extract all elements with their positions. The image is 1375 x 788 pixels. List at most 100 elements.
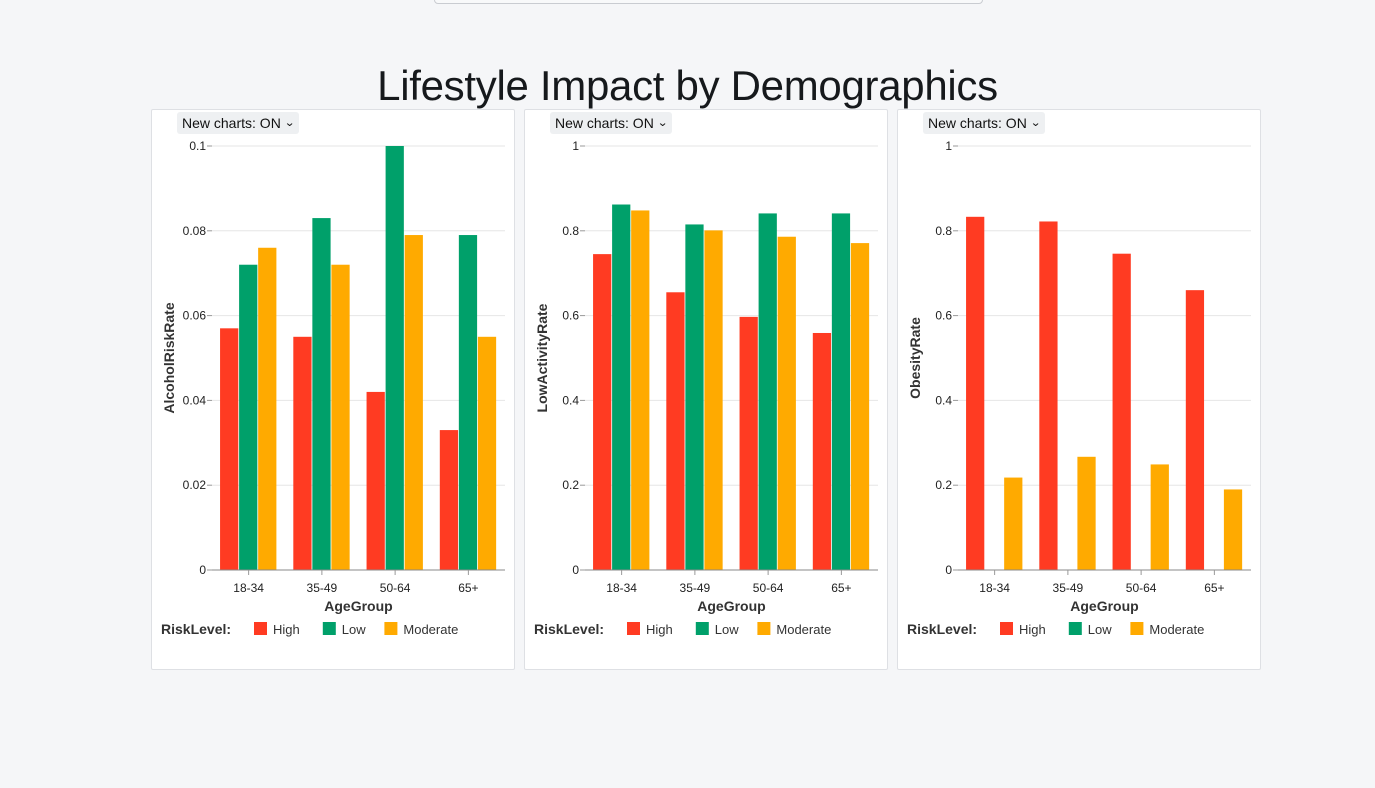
- y-tick-label: 0.2: [562, 478, 579, 492]
- bar-moderate-18-34: [631, 210, 650, 570]
- bar-moderate-65+: [477, 336, 497, 570]
- bar-low-50-64: [385, 146, 404, 570]
- bar-low-65+: [831, 213, 851, 570]
- x-tick-label: 35-49: [307, 581, 338, 595]
- x-tick-label: 35-49: [1053, 581, 1084, 595]
- legend-title: RiskLevel:: [907, 621, 977, 637]
- legend-label-moderate: Moderate: [403, 622, 458, 637]
- x-tick-label: 65+: [458, 581, 478, 595]
- y-tick-label: 0.8: [562, 224, 579, 238]
- legend-label-moderate: Moderate: [1149, 622, 1204, 637]
- y-tick-label: 0.2: [935, 478, 952, 492]
- bar-moderate-65+: [1223, 489, 1243, 570]
- x-axis-title: AgeGroup: [1070, 598, 1138, 614]
- y-tick-label: 0: [945, 563, 952, 577]
- bar-high-65+: [812, 332, 832, 570]
- x-axis-title: AgeGroup: [697, 598, 765, 614]
- legend-swatch-high: [627, 622, 640, 635]
- y-tick-label: 0.1: [189, 139, 206, 153]
- bar-high-65+: [439, 430, 459, 570]
- bar-moderate-18-34: [1004, 477, 1023, 570]
- new-charts-toggle[interactable]: New charts: ON ⌄: [923, 112, 1046, 134]
- y-tick-label: 0.4: [562, 393, 579, 407]
- legend-label-high: High: [1019, 622, 1046, 637]
- y-tick-label: 0.6: [935, 309, 952, 323]
- legend-label-low: Low: [1088, 622, 1112, 637]
- bar-moderate-35-49: [704, 230, 723, 570]
- bar-high-18-34: [220, 328, 239, 570]
- legend-swatch-low: [1068, 622, 1082, 635]
- top-input-field[interactable]: [434, 0, 983, 4]
- bar-low-18-34: [239, 264, 258, 570]
- y-tick-label: 1: [572, 139, 579, 153]
- bar-high-65+: [1185, 290, 1205, 570]
- bar-low-35-49: [312, 218, 331, 570]
- bar-high-35-49: [1039, 221, 1058, 571]
- chart-svg-obesity: 0 0.2 0.4 0.6 0.8 1 18-34 35-49 50-64 65+ AgeGroup…: [907, 139, 1251, 637]
- bar-moderate-35-49: [1077, 456, 1096, 570]
- bar-moderate-50-64: [404, 235, 423, 570]
- legend-title: RiskLevel:: [534, 621, 604, 637]
- toggle-label: New charts: ON: [182, 115, 281, 131]
- bar-high-18-34: [966, 216, 985, 571]
- chevron-down-icon: ⌄: [656, 117, 668, 129]
- y-tick-label: 0.8: [935, 224, 952, 238]
- bar-low-18-34: [612, 204, 631, 570]
- y-tick-label: 0.04: [183, 393, 207, 407]
- chart-panel-alcohol: New charts: ON ⌄ 0 0.02 0.04 0.06 0.08 0.1 18-…: [151, 109, 515, 670]
- y-tick-label: 0.08: [183, 224, 207, 238]
- legend-swatch-high: [254, 622, 267, 635]
- legend-label-high: High: [273, 622, 300, 637]
- y-tick-label: 0: [199, 563, 206, 577]
- legend-label-low: Low: [715, 622, 739, 637]
- bar-moderate-35-49: [331, 264, 350, 570]
- y-tick-label: 0.6: [562, 309, 579, 323]
- bar-moderate-50-64: [777, 236, 796, 570]
- x-tick-label: 65+: [1204, 581, 1224, 595]
- x-tick-label: 18-34: [606, 581, 637, 595]
- x-tick-label: 50-64: [1126, 581, 1157, 595]
- bar-high-18-34: [593, 254, 612, 570]
- x-tick-label: 18-34: [979, 581, 1010, 595]
- chart-svg-alcohol: 0 0.02 0.04 0.06 0.08 0.1 18-34 35-49 50-64 65+ Ag…: [161, 139, 505, 637]
- x-axis-title: AgeGroup: [324, 598, 392, 614]
- chart-panel-low-activity: New charts: ON ⌄ 0 0.2 0.4 0.6 0.8 1 18-34 35-4…: [524, 109, 888, 670]
- bar-low-35-49: [685, 224, 704, 570]
- y-tick-label: 0.06: [183, 309, 207, 323]
- legend-swatch-moderate: [1130, 622, 1144, 635]
- y-axis-title: AlcoholRiskRate: [161, 302, 177, 413]
- bar-high-50-64: [1112, 253, 1131, 571]
- legend-swatch-low: [695, 622, 709, 635]
- new-charts-toggle[interactable]: New charts: ON ⌄: [177, 112, 300, 134]
- y-tick-label: 1: [945, 139, 952, 153]
- legend-label-moderate: Moderate: [776, 622, 831, 637]
- x-tick-label: 35-49: [680, 581, 711, 595]
- bar-high-35-49: [666, 292, 685, 570]
- y-tick-label: 0.4: [935, 393, 952, 407]
- x-tick-label: 65+: [831, 581, 851, 595]
- x-tick-label: 50-64: [380, 581, 411, 595]
- legend-label-high: High: [646, 622, 673, 637]
- chart-panel-obesity: New charts: ON ⌄ 0 0.2 0.4 0.6 0.8 1 18-34 35-4…: [897, 109, 1261, 670]
- new-charts-toggle[interactable]: New charts: ON ⌄: [550, 112, 673, 134]
- bar-low-50-64: [758, 213, 777, 570]
- y-axis-title: LowActivityRate: [534, 303, 550, 412]
- chart-svg-low-activity: 0 0.2 0.4 0.6 0.8 1 18-34 35-49 50-64 65+ AgeGroup…: [534, 139, 878, 637]
- chevron-down-icon: ⌄: [283, 117, 295, 129]
- page-title: Lifestyle Impact by Demographics: [377, 62, 998, 110]
- bar-high-50-64: [739, 316, 758, 570]
- bar-moderate-18-34: [258, 247, 277, 570]
- toggle-label: New charts: ON: [928, 115, 1027, 131]
- bar-moderate-50-64: [1150, 464, 1169, 570]
- legend-title: RiskLevel:: [161, 621, 231, 637]
- bar-high-35-49: [293, 336, 312, 570]
- legend-swatch-moderate: [757, 622, 771, 635]
- bar-low-65+: [458, 235, 478, 570]
- x-tick-label: 18-34: [233, 581, 264, 595]
- chevron-down-icon: ⌄: [1029, 117, 1041, 129]
- legend-swatch-low: [322, 622, 336, 635]
- bar-moderate-65+: [850, 243, 870, 570]
- bar-high-50-64: [366, 391, 385, 570]
- toggle-label: New charts: ON: [555, 115, 654, 131]
- y-tick-label: 0: [572, 563, 579, 577]
